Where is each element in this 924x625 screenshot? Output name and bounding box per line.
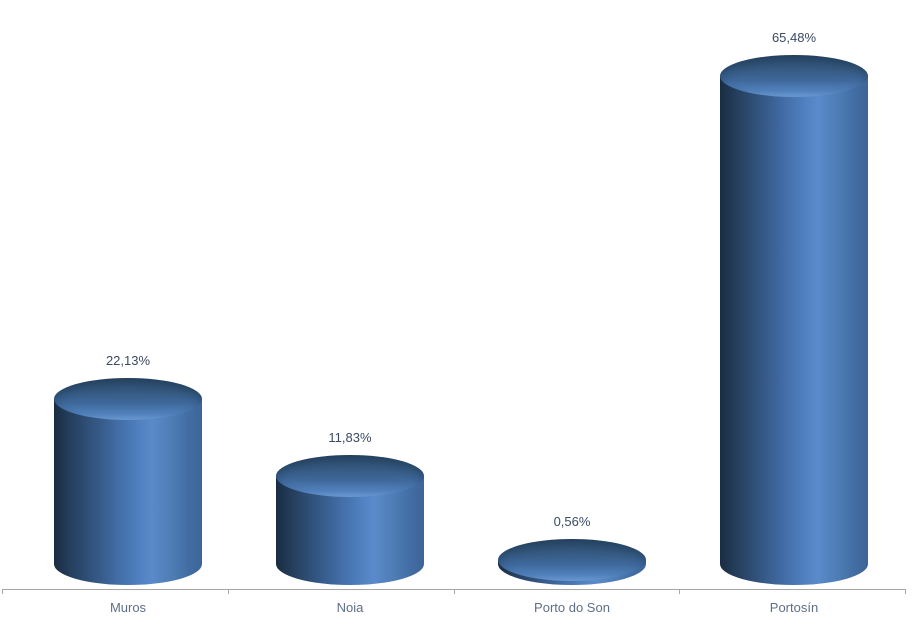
- x-axis-tick: [227, 589, 229, 594]
- x-axis-tick: [905, 589, 906, 594]
- cylinder-top-ellipse: [498, 538, 646, 581]
- x-axis-tick: [679, 589, 681, 594]
- cylinder-top-ellipse: [276, 454, 424, 497]
- cylinder-top-ellipse: [54, 378, 202, 421]
- value-label: 22,13%: [105, 353, 151, 369]
- x-axis-tick: [2, 589, 3, 594]
- cylinder-bar: [720, 76, 868, 564]
- category-axis-label: Porto do Son: [534, 600, 610, 615]
- cylinder-top-ellipse: [720, 55, 868, 98]
- value-label: 65,48%: [771, 30, 817, 46]
- category-axis-label: Noia: [336, 600, 364, 615]
- x-axis-tick: [453, 589, 455, 594]
- value-label: 0,56%: [553, 513, 591, 529]
- value-label: 11,83%: [328, 429, 372, 445]
- cylinder-bar: [54, 399, 202, 564]
- category-axis-label: Portosín: [769, 600, 819, 615]
- category-axis-label: Muros: [109, 600, 147, 615]
